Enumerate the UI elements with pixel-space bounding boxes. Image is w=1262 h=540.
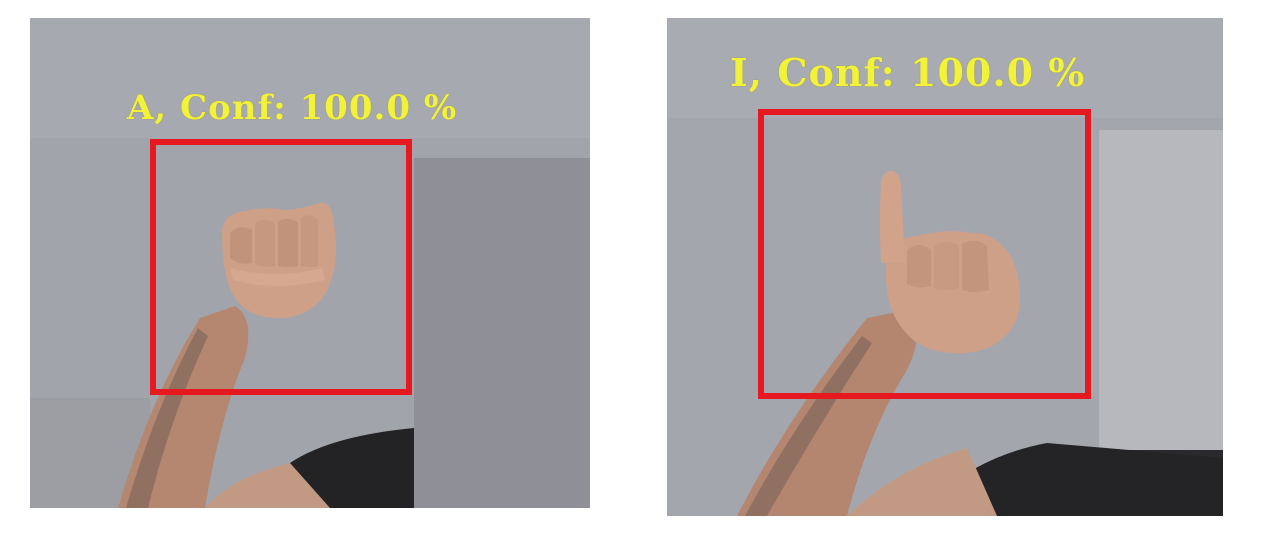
bounding-box-i xyxy=(758,109,1091,399)
prediction-label-a: A, Conf: 100.0 % xyxy=(127,88,458,128)
prediction-label-i: I, Conf: 100.0 % xyxy=(730,50,1086,95)
webcam-image-a xyxy=(30,18,590,508)
detection-frame-a: A, Conf: 100.0 % xyxy=(30,18,590,508)
bounding-box-a xyxy=(150,139,412,395)
detection-frame-i: I, Conf: 100.0 % xyxy=(667,18,1223,516)
